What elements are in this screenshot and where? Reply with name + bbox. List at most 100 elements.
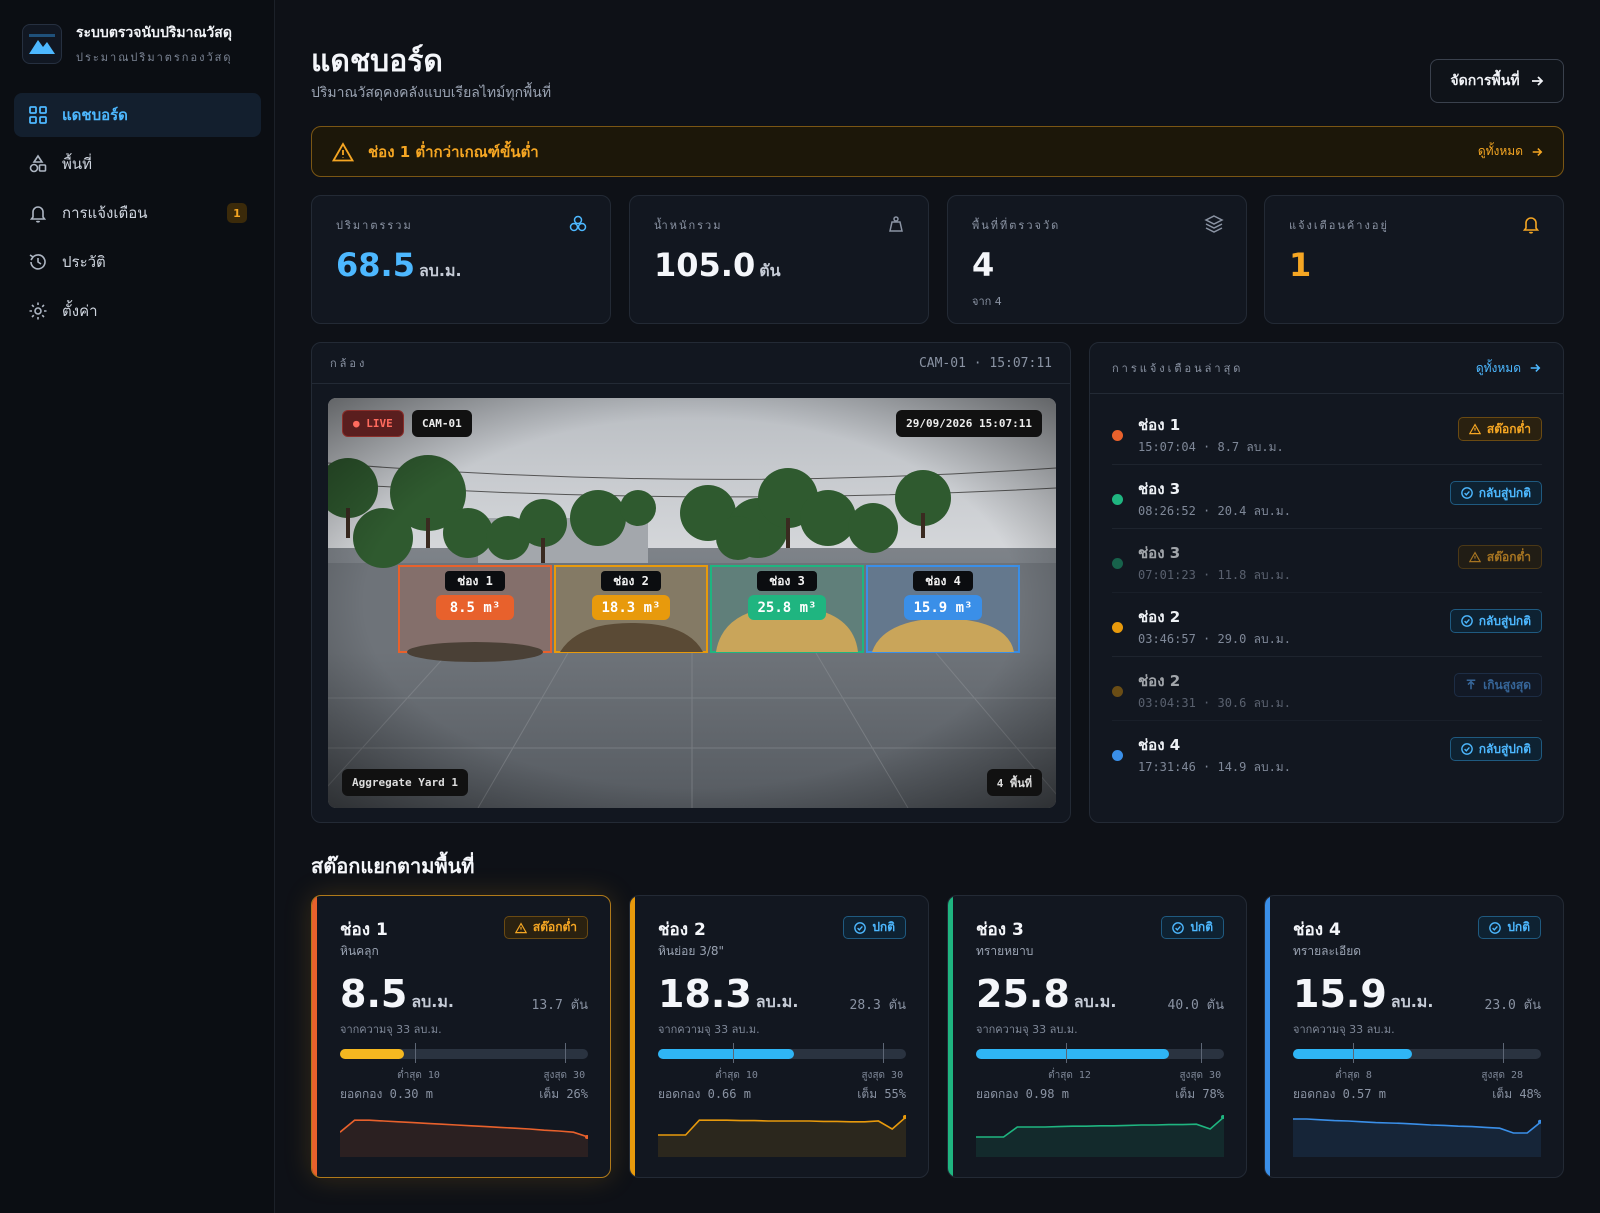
bay-fill-bar: [340, 1043, 588, 1063]
sidebar-item-label: ประวัติ: [62, 253, 106, 271]
bay-volume-unit: ลบ.ม.: [1390, 992, 1434, 1011]
bay-volume-unit: ลบ.ม.: [411, 992, 454, 1011]
alert-badge-label: กลับสู่ปกติ: [1478, 485, 1531, 500]
bay-status-badge: สต๊อกต่ำ: [503, 916, 588, 939]
bay-name: ช่อง 1: [340, 920, 388, 940]
alert-row[interactable]: ช่อง 3 07:01:23 · 11.8 ลบ.ม. สต๊อกต่ำ: [1112, 529, 1542, 593]
mountain-logo-icon: [22, 24, 62, 64]
bay-color-stripe: [1265, 896, 1270, 1177]
bay-peak-height: ยอดกอง 0.57 m: [1293, 1087, 1386, 1101]
alert-row[interactable]: ช่อง 1 15:07:04 · 8.7 ลบ.ม. สต๊อกต่ำ: [1112, 401, 1542, 465]
min-threshold-tick: [1353, 1043, 1355, 1063]
manage-zones-label: จัดการพื้นที่: [1450, 73, 1520, 89]
bay-material: ทรายละเอียด: [1293, 944, 1362, 958]
bay-card[interactable]: ช่อง 4 ทรายละเอียด ปกติ 15.9 ลบ.ม. 23.0 ตัน จา…: [1264, 895, 1564, 1178]
alert-meta: 07:01:23 · 11.8 ลบ.ม.: [1138, 568, 1291, 582]
check-circle-icon: [1460, 743, 1473, 755]
brand-title: ระบบตรวจนับปริมาณวัสดุ: [76, 25, 232, 41]
bay-name: ช่อง 2: [658, 920, 706, 940]
stat-note: จาก 4: [972, 295, 1002, 308]
alert-badge-label: เกินสูงสุด: [1483, 677, 1531, 692]
alert-bay-name: ช่อง 3: [1138, 544, 1181, 562]
bay-name: ช่อง 4: [1293, 920, 1341, 940]
history-icon: [29, 254, 46, 270]
max-threshold-tick: [565, 1043, 567, 1063]
stat-label: พื้นที่ที่ตรวจวัด: [972, 219, 1061, 232]
bay-fill-bar: [976, 1043, 1224, 1063]
arrow-up-icon: [1466, 679, 1476, 690]
bay-card[interactable]: ช่อง 1 หินคลุก สต๊อกต่ำ 8.5 ลบ.ม. 13.7 ตัน จาก…: [311, 895, 611, 1178]
bay-label: ช่อง 3: [757, 571, 817, 591]
bay-material: หินคลุก: [340, 944, 379, 958]
recent-alerts-title: การแจ้งเตือนล่าสุด: [1112, 362, 1244, 375]
live-badge: ● LIVE: [342, 410, 404, 437]
alert-status-dot: [1112, 494, 1123, 505]
camera-id-time: CAM-01 · 15:07:11: [918, 355, 1052, 371]
bay-card[interactable]: ช่อง 3 ทรายหยาบ ปกติ 25.8 ลบ.ม. 40.0 ตัน จากคว…: [947, 895, 1247, 1178]
bay-weight: 13.7 ตัน: [531, 998, 588, 1013]
sparkline-endpoint: [903, 1115, 906, 1119]
recent-alerts-view-all-link[interactable]: ดูทั้งหมด: [1476, 359, 1541, 378]
alert-meta: 03:04:31 · 30.6 ลบ.ม.: [1138, 696, 1291, 710]
bay-trend-sparkline: [340, 1119, 588, 1157]
bay-fill-bar: [658, 1043, 906, 1063]
stat-value: 4: [972, 246, 995, 284]
bay-material: หินย่อย 3/8": [658, 944, 725, 958]
bay-volume-unit: ลบ.ม.: [1073, 992, 1117, 1011]
sidebar-item-dashboard[interactable]: แดชบอร์ด: [14, 93, 261, 137]
bay-peak-height: ยอดกอง 0.30 m: [340, 1087, 433, 1101]
banner-text: ช่อง 1 ต่ำกว่าเกณฑ์ขั้นต่ำ: [368, 142, 539, 161]
alert-status-dot: [1112, 686, 1123, 697]
alert-row[interactable]: ช่อง 3 08:26:52 · 20.4 ลบ.ม. กลับสู่ปกติ: [1112, 465, 1542, 529]
warning-icon: [1468, 423, 1481, 435]
bay-max-label: สูงสุด 30: [543, 1070, 586, 1081]
bay-trend-sparkline: [658, 1115, 906, 1157]
camera-feed[interactable]: ● LIVE CAM-01 29/09/2026 15:07:11 Aggreg…: [328, 398, 1056, 808]
brand[interactable]: ระบบตรวจนับปริมาณวัสดุ ประมาณปริมาตรกองว…: [22, 22, 232, 66]
sparkline-endpoint: [1538, 1119, 1541, 1124]
banner-view-all-link[interactable]: ดูทั้งหมด: [1478, 142, 1543, 161]
weight-icon: [889, 216, 903, 232]
sidebar-item-alerts[interactable]: การแจ้งเตือน 1: [14, 191, 261, 235]
check-circle-icon: [1172, 921, 1185, 934]
bay-min-label: ต่ำสุด 8: [1335, 1070, 1372, 1081]
bay-card[interactable]: ช่อง 2 หินย่อย 3/8" ปกติ 18.3 ลบ.ม. 28.3 ตันจ…: [629, 895, 929, 1178]
bay-trend-sparkline: [976, 1115, 1224, 1157]
sidebar: ระบบตรวจนับปริมาณวัสดุ ประมาณปริมาตรกองว…: [0, 0, 275, 1213]
check-circle-icon: [1460, 487, 1473, 499]
arrow-right-icon: [1530, 364, 1541, 372]
alert-bay-name: ช่อง 4: [1138, 736, 1181, 754]
arrow-right-icon: [1532, 147, 1543, 156]
alert-status-badge: กลับสู่ปกติ: [1449, 609, 1542, 633]
bay-capacity: จากความจุ 33 ลบ.ม.: [1293, 1023, 1395, 1036]
bell-icon: [1522, 217, 1540, 234]
alert-row[interactable]: ช่อง 2 03:04:31 · 30.6 ลบ.ม. เกินสูงสุด: [1112, 657, 1542, 721]
sparkline-endpoint: [585, 1135, 588, 1139]
alert-status-dot: [1112, 750, 1123, 761]
bay-status-badge: ปกติ: [1161, 916, 1224, 939]
alert-status-badge: กลับสู่ปกติ: [1449, 481, 1542, 505]
bay-max-label: สูงสุด 28: [1481, 1070, 1524, 1081]
section-title: สต๊อกแยกตามพื้นที่: [311, 854, 475, 878]
bay-status-badge: ปกติ: [843, 916, 906, 939]
bay-weight: 40.0 ตัน: [1167, 998, 1224, 1013]
bay-volume-unit: ลบ.ม.: [755, 992, 799, 1011]
bay-volume-value: 18.3 ลบ.ม.: [658, 972, 799, 1016]
bay-volume-value: 8.5 ลบ.ม.: [340, 972, 454, 1016]
sidebar-nav: แดชบอร์ด พื้นที่ การแจ้งเตือน 1 ประวัติ …: [14, 93, 261, 338]
sparkline-endpoint: [1221, 1115, 1224, 1119]
sidebar-item-settings[interactable]: ตั้งค่า: [14, 289, 261, 333]
alert-status-badge: สต๊อกต่ำ: [1457, 545, 1542, 569]
alert-status-dot: [1112, 430, 1123, 441]
sidebar-item-zones[interactable]: พื้นที่: [14, 142, 261, 186]
manage-zones-button[interactable]: จัดการพื้นที่: [1430, 59, 1564, 103]
max-threshold-tick: [1201, 1043, 1203, 1063]
alert-row[interactable]: ช่อง 4 17:31:46 · 14.9 ลบ.ม. กลับสู่ปกติ: [1112, 721, 1542, 785]
sidebar-item-history[interactable]: ประวัติ: [14, 240, 261, 284]
stat-label: น้ำหนักรวม: [654, 219, 723, 232]
bay-color-stripe: [630, 896, 635, 1177]
alert-status-dot: [1112, 558, 1123, 569]
alert-row[interactable]: ช่อง 2 03:46:57 · 29.0 ลบ.ม. กลับสู่ปกติ: [1112, 593, 1542, 657]
alert-status-badge: สต๊อกต่ำ: [1457, 417, 1542, 441]
bay-label: ช่อง 1: [445, 571, 505, 591]
